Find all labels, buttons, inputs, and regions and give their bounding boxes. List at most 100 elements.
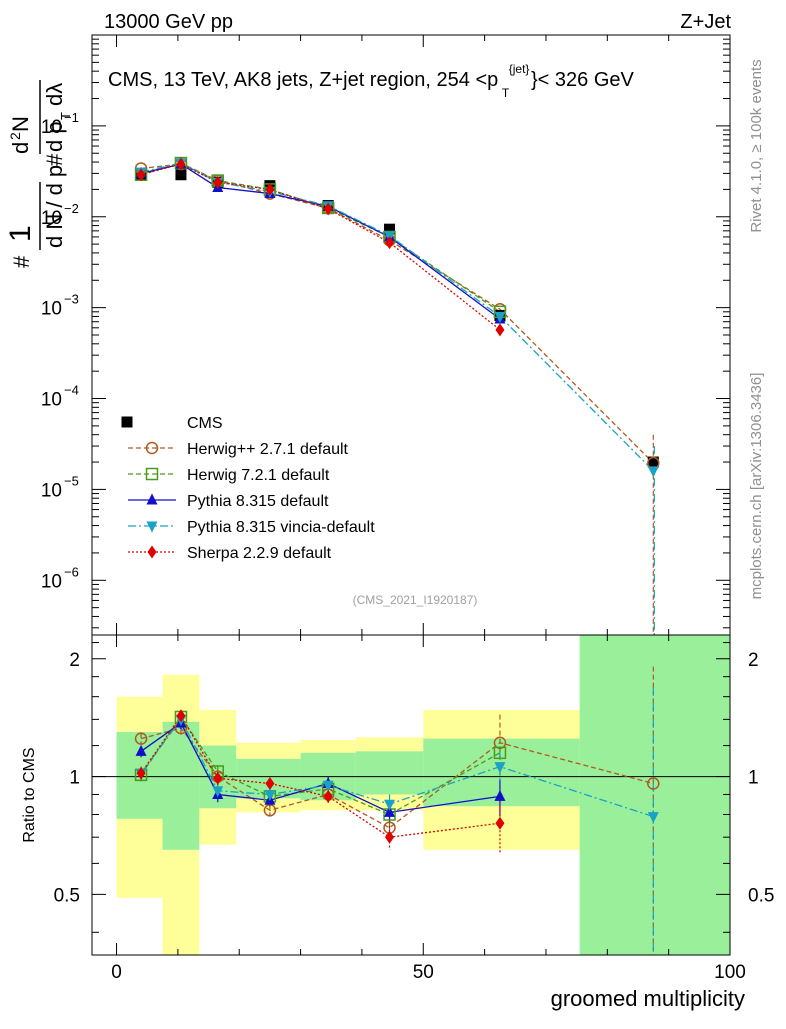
- svg-text:d: d: [8, 142, 33, 154]
- chart-title: CMS, 13 TeV, AK8 jets, Z+jet region, 254…: [108, 56, 635, 102]
- rivet-label: Rivet 4.1.0, ≥ 100k events: [748, 59, 765, 232]
- svg-text:N: N: [8, 116, 33, 132]
- x-tick-label: 0: [111, 962, 122, 983]
- series-2-ratio-point: [493, 746, 507, 760]
- svg-text:1: 1: [4, 225, 37, 242]
- y-axis-label-ratio: Ratio to CMS: [21, 747, 38, 842]
- series-1-ratio-point: [263, 804, 277, 817]
- series-4-ratio-point: [264, 789, 276, 801]
- y-tick-label-ratio-right: 1: [748, 768, 759, 789]
- y-tick-label-ratio-right: 2: [748, 650, 759, 671]
- svg-text:2: 2: [7, 132, 23, 140]
- y-tick-label-main: 10: [41, 299, 62, 320]
- y-tick-exponent-main: −3: [64, 292, 79, 307]
- mcplots-label: mcplots.cern.ch [arXiv:1306.3436]: [748, 373, 765, 600]
- series-4-ratio-point: [647, 812, 659, 824]
- legend-label-5: Sherpa 2.2.9 default: [187, 545, 332, 562]
- data-point-cms: [384, 223, 396, 235]
- x-tick-label: 100: [714, 962, 746, 983]
- series-1-ratio-point: [647, 777, 660, 790]
- series-3-ratio-point: [384, 805, 396, 817]
- uncertainty-bands: [116, 635, 730, 955]
- y-tick-label-main: 10: [41, 208, 62, 229]
- svg-text:dλ: dλ: [42, 83, 67, 106]
- energy-label: 13000 GeV pp: [104, 11, 233, 33]
- y-tick-exponent-main: −5: [64, 473, 79, 488]
- chart-title-sup: {jet}: [509, 62, 530, 76]
- series-4-main-point: [647, 466, 659, 478]
- y-tick-exponent-main: −4: [64, 383, 79, 398]
- series-3-main-line: [140, 163, 501, 320]
- legend-marker-2: [145, 467, 159, 481]
- series-5-ratio-point: [385, 830, 395, 844]
- series-4-ratio-point: [384, 799, 396, 811]
- x-axis-label: groomed multiplicity: [551, 986, 745, 1011]
- y-tick-exponent-main: −1: [64, 110, 79, 125]
- y-tick-label-ratio-left: 2: [69, 650, 80, 671]
- x-tick-label: 50: [413, 962, 434, 983]
- series-5-ratio-point: [495, 816, 505, 830]
- legend-marker-3: [146, 493, 158, 505]
- legend-marker-1: [145, 441, 159, 455]
- y-axis-label-main: # 1 d N / d p # d 2 N d p T dλ: [4, 80, 73, 268]
- analysis-tag: (CMS_2021_I1920187): [353, 593, 478, 607]
- band-green-5: [355, 751, 424, 795]
- y-tick-label-ratio-left: 0.5: [54, 885, 80, 906]
- band-green-7: [579, 635, 730, 955]
- y-tick-label-main: 10: [41, 571, 62, 592]
- series-1-ratio-point: [134, 732, 148, 745]
- data-point-cms: [175, 169, 187, 181]
- series-5-main-point: [385, 236, 395, 250]
- series-5-main-line: [140, 163, 501, 331]
- series-5-ratio-point: [323, 789, 333, 803]
- series-2-main-line: [140, 162, 501, 313]
- ratio-panel-frame: [91, 634, 731, 956]
- data-point-cms: [647, 456, 659, 468]
- series-5-ratio-point: [265, 777, 275, 791]
- legend-label-2: Herwig 7.2.1 default: [187, 467, 330, 484]
- legend-marker-cms: [121, 416, 133, 428]
- legend-marker-4: [146, 521, 158, 533]
- legend-marker-5: [147, 545, 157, 559]
- y-tick-label-main: 10: [41, 117, 62, 138]
- series-5-main-point: [213, 175, 223, 189]
- series-3-ratio-point: [494, 789, 506, 801]
- series-5-main-point: [495, 323, 505, 337]
- series-5-ratio-point: [213, 771, 223, 785]
- y-tick-label-ratio-right: 0.5: [748, 885, 774, 906]
- series-4-ratio-point: [494, 762, 506, 774]
- svg-text:#: #: [9, 255, 34, 268]
- series-4-main-point: [494, 311, 506, 323]
- series-4-ratio-point: [322, 780, 334, 792]
- legend-label-cms: CMS: [187, 415, 223, 432]
- series-1-main-line: [141, 163, 654, 464]
- svg-text:#: #: [42, 153, 67, 166]
- legend: CMS Herwig++ 2.7.1 default Herwig 7.2.1 de…: [121, 415, 375, 562]
- y-tick-label-main: 10: [41, 390, 62, 411]
- band-green-1: [162, 721, 200, 850]
- series-layer: [134, 156, 660, 955]
- y-tick-label-main: 10: [41, 480, 62, 501]
- chart-title-sub: T: [502, 86, 510, 100]
- y-tick-exponent-main: −2: [64, 201, 79, 216]
- series-4-ratio-point: [212, 786, 224, 798]
- chart-title-tail: }< 326 GeV: [531, 69, 635, 91]
- series-1-ratio-point: [493, 736, 507, 750]
- svg-text:T: T: [58, 112, 73, 120]
- series-5-main-point: [136, 168, 146, 182]
- process-label: Z+Jet: [680, 11, 731, 33]
- svg-text:d p: d p: [42, 121, 67, 152]
- legend-label-3: Pythia 8.315 default: [187, 493, 329, 510]
- legend-label-1: Herwig++ 2.7.1 default: [187, 441, 349, 458]
- chart-title-main: CMS, 13 TeV, AK8 jets, Z+jet region, 254…: [108, 69, 498, 91]
- series-3-ratio-point: [135, 744, 147, 756]
- y-tick-exponent-main: −6: [64, 564, 79, 579]
- legend-label-4: Pythia 8.315 vincia-default: [187, 519, 375, 536]
- series-5-main-point: [176, 157, 186, 171]
- series-5-ratio-point: [176, 709, 186, 723]
- y-tick-label-ratio-left: 1: [69, 768, 80, 789]
- series-5-main-point: [265, 182, 275, 196]
- series-5-ratio-point: [136, 766, 146, 780]
